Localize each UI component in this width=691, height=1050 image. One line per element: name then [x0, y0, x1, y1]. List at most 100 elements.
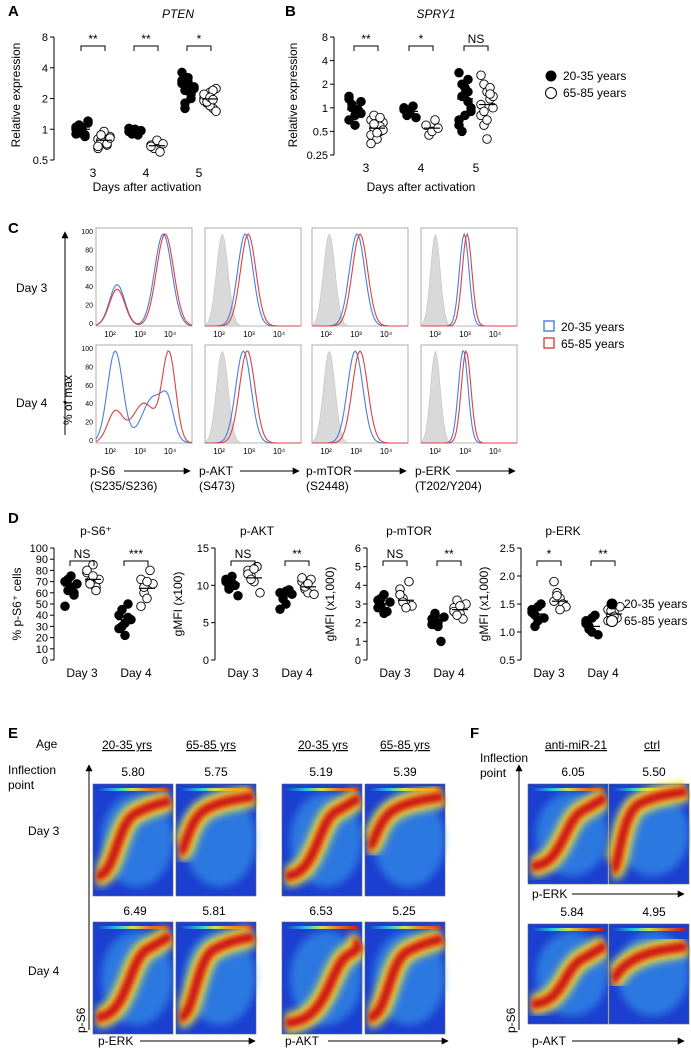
- pten-x-tick-label: 5: [196, 166, 203, 180]
- legend-young-marker: [545, 70, 557, 82]
- inflection-label-f-1: Inflection: [480, 751, 528, 765]
- d-chart-ylabel: gMFI (x100): [171, 572, 185, 637]
- e-perk-label: p-ERK: [98, 1034, 133, 1048]
- d-chart-x-tick-label: Day 3: [66, 666, 98, 680]
- group-e-2: 65-85 yrs: [186, 738, 236, 752]
- histogram-x-tick: 10²: [213, 330, 225, 339]
- legend-old-marker: [545, 87, 557, 99]
- spry1-data-point: [344, 115, 354, 125]
- histogram-x-tick: 10⁴: [380, 330, 393, 339]
- d-chart-y-tick-label: 1: [355, 636, 361, 648]
- spry1-data-point: [454, 120, 464, 130]
- pten-data-point: [96, 130, 106, 140]
- inflection-f-top-2: 5.50: [642, 765, 666, 779]
- d-chart-data-point: [584, 624, 594, 634]
- panel-label-d: D: [8, 510, 19, 527]
- heatmap-ridge-red: [531, 794, 607, 870]
- inflection-f-bot-1: 5.84: [560, 905, 584, 919]
- d-chart-data-point: [246, 574, 256, 585]
- d-chart-y-tick-label: 10: [197, 580, 209, 592]
- heatmap-frame: [175, 783, 257, 897]
- d-chart-title: p-mTOR: [386, 524, 432, 538]
- heatmap-ridge-red: [96, 797, 172, 880]
- d-chart-data-point: [404, 576, 414, 587]
- inflection-e-d4-3: 6.53: [309, 904, 333, 918]
- heatmap-colorbar: [180, 926, 252, 929]
- pten-plot: 8 4 2 1 0.5 3 ** 4 ** 5 *: [33, 32, 221, 180]
- heatmap-frame: [364, 921, 446, 1035]
- pten-sig-label: **: [141, 32, 151, 46]
- histogram-y-tick: 80: [85, 364, 93, 371]
- d-chart-data-point: [82, 565, 92, 576]
- heatmap-frame: [527, 923, 609, 1025]
- spry1-data-point: [463, 74, 473, 85]
- pten-data-point: [83, 118, 93, 128]
- d-chart-x-tick-label: Day 4: [587, 666, 619, 680]
- histogram-x-tick: 10³: [459, 330, 471, 339]
- heatmap-ridge-red: [96, 933, 172, 1021]
- spry1-data-point: [485, 89, 495, 99]
- f-pakt-label: p-AKT: [532, 1034, 567, 1048]
- inflection-e-d4-2: 5.81: [202, 904, 226, 918]
- young-histogram: [95, 350, 193, 444]
- inflection-e-d4-4: 5.25: [392, 904, 416, 918]
- histogram-grid: 100 80 60 40 20 0 10² 10³ 10⁴ 10² 10³ 10⁴ 10² 10³ 10⁴ 1…: [81, 227, 518, 493]
- d-chart-data-point: [452, 610, 462, 620]
- pten-sig-label: **: [88, 32, 98, 46]
- heatmap-colorbar: [97, 926, 169, 929]
- legend-young-label: 20-35 years: [563, 69, 626, 83]
- histogram-x-tick: 10⁴: [164, 447, 177, 456]
- d-chart-data-point: [249, 564, 259, 574]
- spry1-data-point: [399, 104, 409, 115]
- d-chart-ylabel: gMFI (x1,000): [477, 567, 491, 642]
- panel-label-c: C: [8, 220, 19, 237]
- legend-c-young-label: 20-35 years: [561, 320, 624, 334]
- d-chart-sig-bracket: [590, 560, 616, 566]
- heatmap-ridge-red: [367, 792, 444, 850]
- histogram-y-tick: 20: [85, 303, 93, 310]
- d-chart-sig-bracket: [230, 560, 256, 566]
- inflection-label-e-1: Inflection: [8, 763, 56, 777]
- heatmap-colorbar: [369, 926, 441, 929]
- pten-data-point: [93, 141, 103, 152]
- marker-name: p-AKT: [199, 464, 234, 478]
- heatmap-colorbar: [180, 788, 252, 791]
- d-chart-data-point: [533, 602, 543, 612]
- d-chart-data-point: [145, 565, 155, 576]
- histogram-frame: [95, 227, 193, 327]
- inflection-e-d3-2: 5.75: [204, 765, 228, 779]
- histogram-y-tick: 60: [85, 266, 93, 273]
- pten-data-point: [155, 147, 165, 157]
- heatmap-colorbar: [97, 788, 169, 791]
- d-chart-data-point: [142, 593, 152, 604]
- old-histogram: [312, 233, 408, 327]
- spry1-data-point: [482, 134, 492, 144]
- histogram-x-tick: 10²: [320, 330, 332, 339]
- spry1-ylabel: Relative expression: [286, 43, 300, 148]
- histogram-y-tick: 80: [85, 247, 93, 254]
- d-chart-data-point: [401, 602, 411, 613]
- heatmap-ridge-red: [285, 795, 361, 880]
- histogram-x-tick: 10⁴: [380, 447, 393, 456]
- spry1-y-tick-label: 0.5: [313, 126, 328, 138]
- panel-label-f: F: [470, 725, 479, 742]
- spry1-y-tick-label: 8: [322, 32, 328, 44]
- spry1-sig-label: **: [361, 32, 371, 46]
- marker-site: (S235/S236): [90, 479, 157, 493]
- histogram-y-tick: 0: [89, 438, 93, 445]
- spry1-title: SPRY1: [417, 7, 456, 21]
- spry1-sig-label: NS: [468, 32, 485, 46]
- d-chart-data-point: [142, 576, 152, 587]
- d-chart-sig-bracket: [536, 560, 562, 566]
- spry1-sig-label: *: [419, 32, 424, 46]
- heatmap-ridge-red: [285, 938, 362, 1027]
- d-chart-y-tick-label: 50: [36, 599, 48, 611]
- d-chart-data-point: [227, 578, 237, 588]
- spry1-data-point: [356, 108, 366, 119]
- d-chart-y-tick-label: 80: [36, 565, 48, 577]
- d-chart-data-point: [255, 588, 265, 598]
- d-chart-data-point: [309, 589, 319, 600]
- d-chart-y-tick-label: 2.5: [500, 543, 515, 555]
- row-label-day4: Day 4: [16, 396, 48, 410]
- d-chart-data-point: [69, 588, 79, 598]
